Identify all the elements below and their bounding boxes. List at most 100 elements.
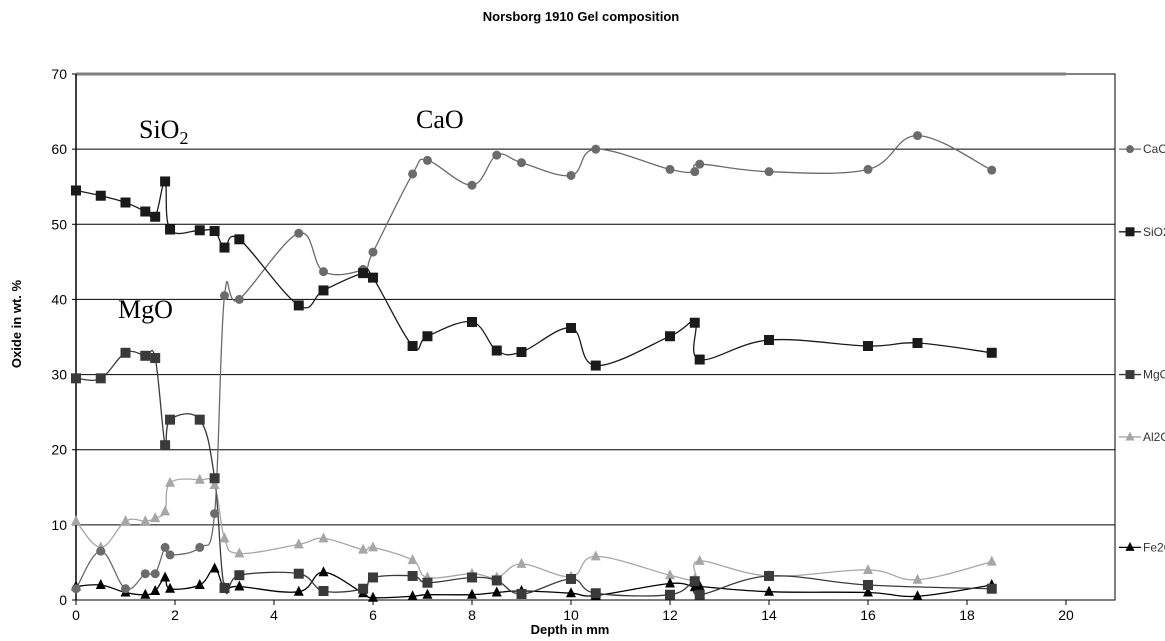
point-mgo (234, 570, 245, 581)
point-fe2o3 (912, 590, 923, 601)
point-fe2o3 (140, 588, 151, 599)
point-cao (319, 267, 328, 277)
annotation-label: SiO2 (139, 115, 188, 148)
point-sio2 (368, 272, 378, 283)
point-mgo (95, 373, 106, 384)
point-cao (467, 180, 477, 190)
point-mgo (566, 573, 576, 584)
x-tick-label: 8 (468, 607, 476, 623)
point-al2o3 (516, 557, 527, 568)
y-tick-labels: 0 10 20 30 40 50 60 70 (51, 66, 67, 608)
point-cao (695, 159, 705, 169)
point-mgo (165, 414, 176, 425)
point-cao (294, 228, 304, 238)
point-mgo (407, 570, 418, 581)
point-mgo (665, 589, 675, 600)
point-fe2o3 (160, 571, 171, 582)
point-fe2o3 (150, 584, 161, 595)
point-fe2o3 (407, 590, 418, 601)
y-tick-label: 60 (51, 141, 67, 157)
point-cao (234, 294, 244, 304)
point-sio2 (491, 345, 502, 356)
point-sio2 (516, 347, 527, 358)
point-cao (220, 291, 229, 301)
point-mgo (764, 570, 774, 581)
point-mgo (368, 572, 378, 583)
point-cao (863, 164, 873, 174)
point-al2o3 (665, 569, 675, 580)
x-tick-label: 4 (270, 607, 278, 623)
point-fe2o3 (293, 585, 304, 596)
x-tick-label: 18 (959, 607, 975, 623)
point-al2o3 (358, 543, 369, 554)
annotation-label: MgO (118, 295, 173, 324)
y-tick-label: 50 (51, 216, 67, 232)
point-cao (165, 550, 175, 560)
point-cao (96, 546, 106, 556)
point-mgo (160, 440, 171, 451)
point-sio2 (689, 317, 700, 328)
point-sio2 (764, 335, 774, 346)
point-sio2 (422, 331, 433, 342)
point-cao (987, 165, 997, 175)
point-mgo (516, 588, 527, 599)
y-axis-label: Oxide in wt. % (9, 279, 24, 368)
point-fe2o3 (863, 586, 873, 597)
point-mgo (358, 583, 369, 594)
point-fe2o3 (318, 566, 329, 577)
point-mgo (491, 575, 502, 586)
legend-marker-al2o3 (1125, 431, 1135, 441)
legend-label-mgo: MgO (1143, 368, 1165, 382)
point-cao (591, 144, 601, 154)
point-al2o3 (318, 532, 329, 543)
point-sio2 (467, 316, 477, 327)
point-sio2 (165, 224, 176, 235)
point-sio2 (209, 226, 220, 237)
point-fe2o3 (665, 577, 675, 588)
grid (76, 148, 1115, 526)
point-al2o3 (407, 554, 418, 565)
point-sio2 (150, 211, 161, 222)
point-cao (368, 247, 378, 257)
annotations: SiO2 CaO MgO (118, 105, 464, 324)
point-sio2 (219, 242, 230, 253)
point-sio2 (120, 197, 131, 208)
legend-label-cao: CaO (1143, 142, 1165, 156)
point-sio2 (234, 234, 245, 245)
y-tick-label: 10 (51, 517, 67, 533)
x-tick-label: 2 (171, 607, 179, 623)
point-al2o3 (368, 541, 378, 552)
point-cao (665, 164, 675, 174)
point-sio2 (318, 285, 329, 296)
point-cao (422, 155, 432, 165)
point-mgo (209, 473, 220, 484)
point-cao (690, 167, 700, 177)
point-fe2o3 (194, 578, 205, 589)
series-line-fe2o3 (75, 567, 992, 599)
point-cao (71, 584, 81, 594)
point-al2o3 (293, 538, 304, 549)
x-tick-label: 0 (72, 607, 80, 623)
point-sio2 (590, 360, 601, 371)
point-sio2 (407, 341, 418, 352)
point-al2o3 (234, 547, 245, 558)
point-al2o3 (120, 515, 131, 526)
legend-marker-sio2 (1125, 227, 1135, 237)
point-mgo (71, 373, 81, 384)
point-cao (210, 509, 220, 519)
point-mgo (194, 414, 205, 425)
x-tick-labels: 0 2 4 6 8 10 12 14 16 18 20 (72, 607, 1074, 623)
point-fe2o3 (234, 580, 245, 591)
point-al2o3 (986, 555, 997, 566)
point-al2o3 (150, 512, 161, 523)
point-cao (140, 569, 150, 579)
y-tick-label: 70 (51, 66, 67, 82)
point-fe2o3 (95, 578, 106, 589)
point-al2o3 (219, 532, 230, 543)
y-tick-label: 20 (51, 442, 67, 458)
point-mgo (863, 579, 873, 590)
y-tick-label: 30 (51, 367, 67, 383)
point-mgo (219, 582, 230, 593)
point-cao (150, 569, 160, 579)
point-fe2o3 (368, 591, 378, 602)
